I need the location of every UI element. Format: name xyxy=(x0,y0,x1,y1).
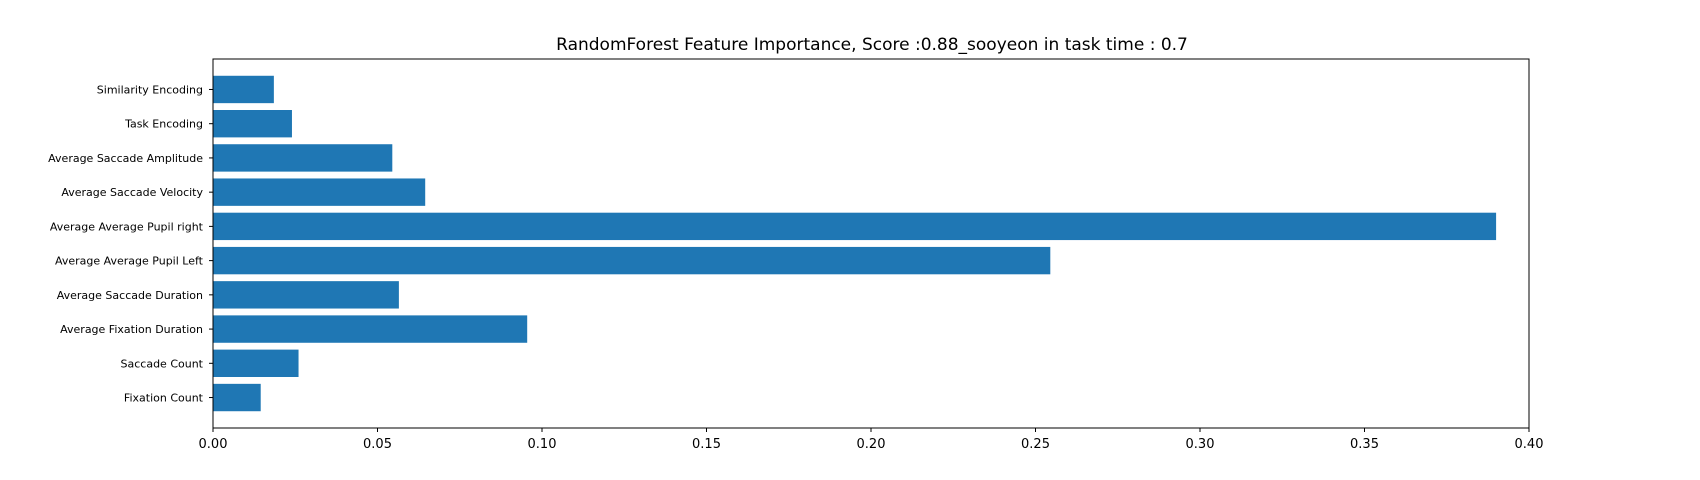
x-axis: 0.00 0.05 0.10 0.15 0.20 0.25 0.30 0.35 0.40 xyxy=(199,428,1544,452)
bar-average-saccade-velocity xyxy=(213,178,426,206)
bar-saccade-count xyxy=(213,349,299,377)
bar-similarity-encoding xyxy=(213,75,274,104)
bar-average-average-pupil-right xyxy=(213,212,1497,241)
x-tick-label: 0.40 xyxy=(1515,437,1544,452)
x-tick-label: 0.10 xyxy=(528,437,557,452)
x-tick-label: 0.05 xyxy=(363,437,392,452)
plot-frame xyxy=(212,58,1530,429)
y-tick-label: Average Average Pupil Left xyxy=(55,255,204,268)
y-tick-label: Average Average Pupil right xyxy=(50,220,204,233)
x-tick-label: 0.25 xyxy=(1021,437,1050,452)
bar-task-encoding xyxy=(213,110,292,138)
bar-average-saccade-amplitude xyxy=(213,144,393,172)
y-tick-label: Fixation Count xyxy=(124,392,204,405)
y-tick-label: Similarity Encoding xyxy=(97,83,203,96)
y-tick-label: Task Encoding xyxy=(124,118,203,131)
bar-fixation-count xyxy=(213,383,261,412)
x-tick-label: 0.00 xyxy=(199,437,228,452)
y-axis: Fixation Count Saccade Count Average Fixat… xyxy=(48,83,213,405)
x-tick-label: 0.15 xyxy=(692,437,721,452)
chart-title: RandomForest Feature Importance, Score :… xyxy=(556,35,1188,55)
bar-average-saccade-duration xyxy=(213,281,399,309)
x-tick-label: 0.30 xyxy=(1186,437,1215,452)
bar-group xyxy=(213,75,1497,412)
bar-average-average-pupil-left xyxy=(213,246,1051,275)
y-tick-label: Average Fixation Duration xyxy=(60,323,203,336)
y-tick-label: Average Saccade Duration xyxy=(57,289,203,302)
x-tick-label: 0.35 xyxy=(1350,437,1379,452)
y-tick-label: Saccade Count xyxy=(121,357,204,370)
x-tick-label: 0.20 xyxy=(857,437,886,452)
y-tick-label: Average Saccade Amplitude xyxy=(48,152,203,165)
bar-average-fixation-duration xyxy=(213,315,528,343)
y-tick-label: Average Saccade Velocity xyxy=(61,186,203,199)
